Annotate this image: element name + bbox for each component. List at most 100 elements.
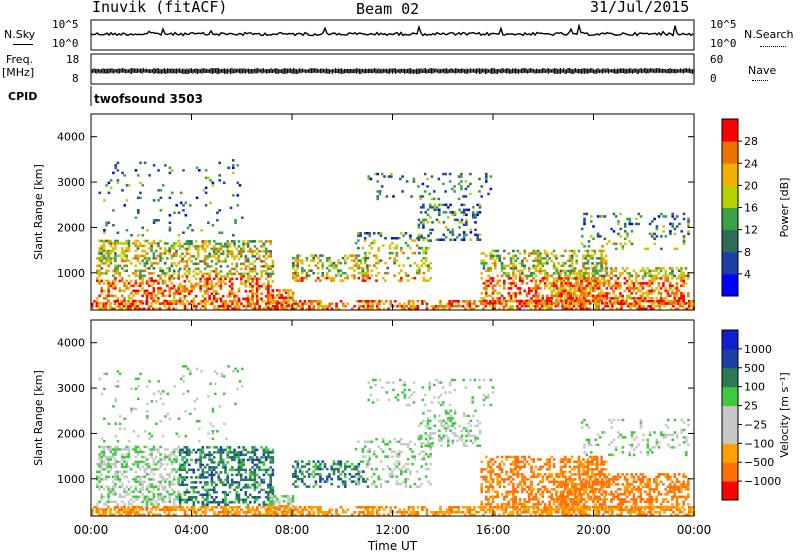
velocity-cell <box>432 513 435 516</box>
velocity-cell <box>253 501 257 504</box>
power-cell <box>271 301 274 305</box>
power-cell <box>439 305 442 308</box>
power-cell <box>507 282 511 285</box>
power-cell <box>185 262 189 266</box>
velocity-cell <box>226 478 229 482</box>
power-cell <box>491 297 495 300</box>
velocity-cell <box>199 453 202 457</box>
velocity-cell <box>114 453 117 456</box>
power-cell <box>664 297 667 300</box>
velocity-cell <box>185 491 189 494</box>
velocity-cell <box>139 448 142 451</box>
velocity-cell <box>148 453 151 456</box>
velocity-cell <box>118 460 122 464</box>
power-cell <box>662 284 665 288</box>
power-cell <box>474 216 477 219</box>
power-cell <box>134 279 138 283</box>
power-cell <box>203 282 207 286</box>
power-cell <box>435 208 439 212</box>
power-cell <box>546 284 549 288</box>
velocity-cell <box>330 513 334 516</box>
velocity-cell <box>262 473 266 477</box>
power-cell <box>664 289 667 293</box>
power-cell <box>376 180 379 183</box>
power-cell <box>651 220 654 223</box>
power-cell <box>226 265 229 268</box>
power-cell <box>417 233 421 237</box>
power-cell <box>301 259 304 262</box>
power-cell <box>363 251 367 255</box>
velocity-cell <box>299 506 302 509</box>
power-cell <box>626 232 629 236</box>
power-cell <box>307 269 311 272</box>
power-cell <box>296 302 300 305</box>
velocity-cell <box>118 485 122 489</box>
power-cell <box>509 282 513 285</box>
velocity-cell <box>271 510 274 513</box>
power-cell <box>596 272 600 275</box>
velocity-cell <box>649 513 653 516</box>
velocity-cell <box>163 448 167 451</box>
power-cell <box>465 233 468 237</box>
power-cell <box>577 269 581 273</box>
power-cell <box>426 221 430 224</box>
power-cell <box>406 244 410 247</box>
velocity-cell <box>197 501 200 504</box>
power-cell <box>460 187 463 191</box>
power-cell <box>639 284 643 288</box>
power-cell <box>484 305 488 308</box>
power-cell <box>230 252 234 256</box>
velocity-cell <box>132 500 135 504</box>
power-cell <box>168 221 172 224</box>
power-cell <box>543 305 546 308</box>
power-cell <box>208 297 211 300</box>
power-cell <box>195 166 199 170</box>
velocity-cell <box>105 463 108 466</box>
power-cell <box>366 256 370 260</box>
power-cell <box>163 289 167 293</box>
velocity-cell <box>100 495 104 499</box>
power-cell <box>346 302 350 305</box>
velocity-cell <box>235 506 239 509</box>
power-cell <box>174 307 178 310</box>
power-cell <box>518 274 522 278</box>
power-cell <box>479 300 483 303</box>
velocity-cell <box>109 500 113 504</box>
nsky-right-tick-top: 10^5 <box>710 18 737 31</box>
power-cell <box>127 247 131 250</box>
power-cell <box>199 270 202 273</box>
velocity-cell <box>120 458 124 461</box>
power-cell <box>292 264 295 267</box>
power-cell <box>424 256 428 260</box>
velocity-cell <box>242 446 245 449</box>
velocity-cell <box>269 461 272 464</box>
power-cell <box>303 269 306 272</box>
velocity-cell <box>230 458 234 462</box>
power-cell <box>530 287 533 290</box>
power-cell <box>569 294 572 298</box>
power-cell <box>566 259 569 263</box>
power-cell <box>113 307 117 310</box>
power-cell <box>310 300 313 303</box>
velocity-cell <box>100 468 104 471</box>
velocity-cell <box>364 508 368 511</box>
velocity-cell <box>183 491 187 494</box>
power-cell <box>534 289 538 293</box>
velocity-cell <box>450 508 454 511</box>
velocity-cell <box>321 513 325 516</box>
power-cell <box>253 302 257 305</box>
power-cell <box>663 302 666 305</box>
velocity-cell <box>265 513 268 516</box>
velocity-cell <box>507 513 510 516</box>
velocity-cell <box>280 511 284 514</box>
power-cell <box>668 287 672 290</box>
velocity-cell <box>251 483 254 487</box>
power-cell <box>120 279 124 283</box>
power-cell <box>438 221 441 224</box>
velocity-cell <box>255 448 259 452</box>
velocity-cell <box>403 508 406 511</box>
power-cell <box>253 307 257 310</box>
power-cell <box>181 275 184 278</box>
power-cell <box>176 300 180 303</box>
power-cell <box>375 305 379 308</box>
